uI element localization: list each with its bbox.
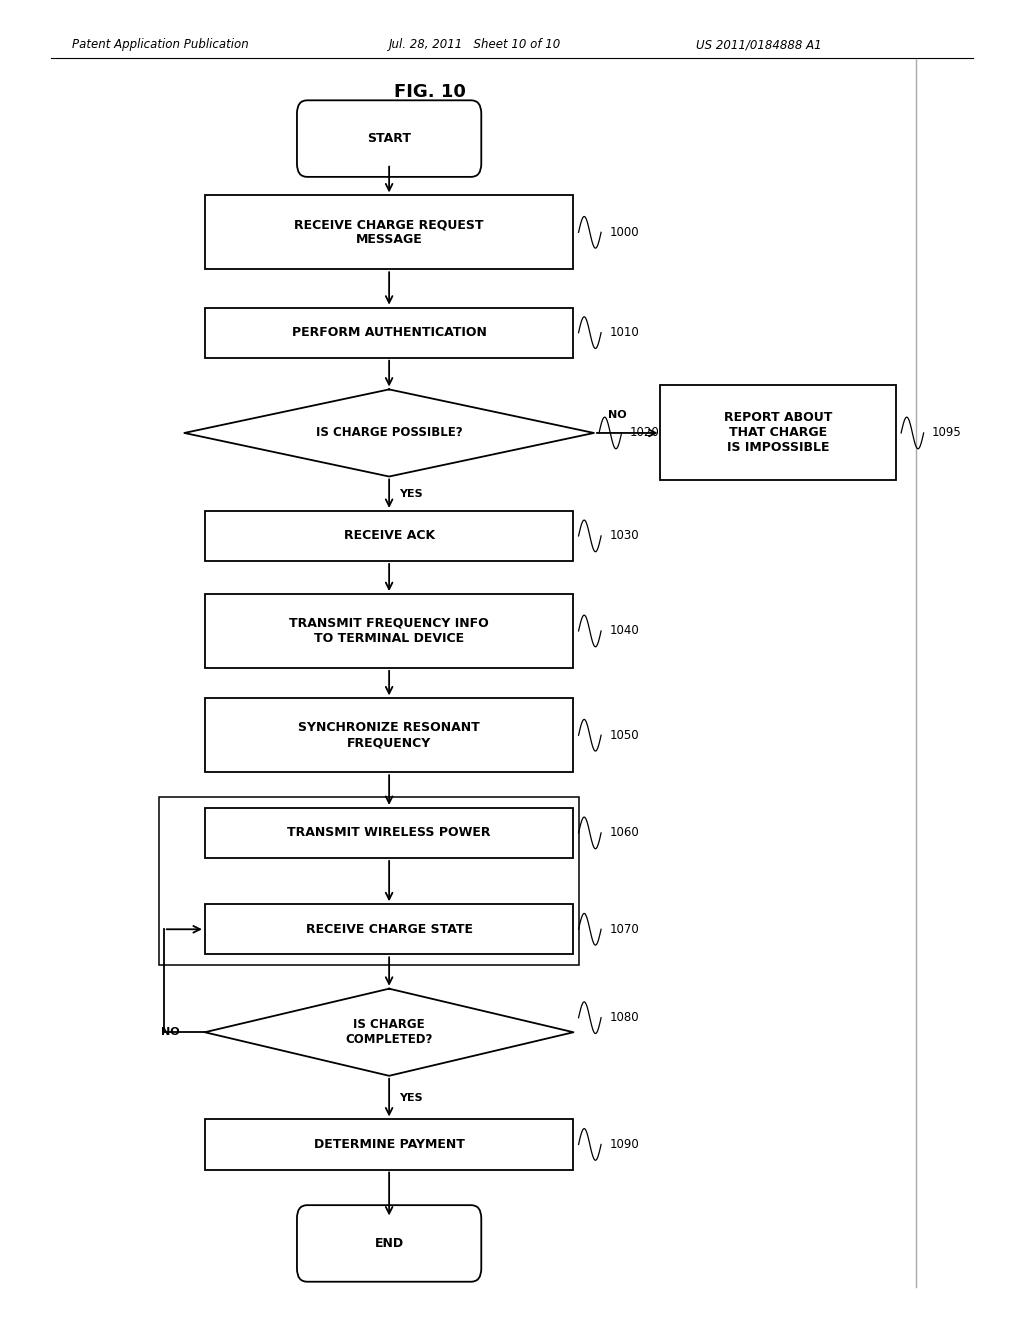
Text: TRANSMIT WIRELESS POWER: TRANSMIT WIRELESS POWER — [288, 826, 490, 840]
Text: 1040: 1040 — [609, 624, 639, 638]
Text: RECEIVE CHARGE REQUEST
MESSAGE: RECEIVE CHARGE REQUEST MESSAGE — [294, 218, 484, 247]
Text: Patent Application Publication: Patent Application Publication — [72, 38, 249, 51]
Bar — [205, 1119, 573, 1170]
Bar — [205, 594, 573, 668]
Text: 1090: 1090 — [609, 1138, 639, 1151]
Text: END: END — [375, 1237, 403, 1250]
Text: YES: YES — [399, 1093, 423, 1102]
Bar — [205, 511, 573, 561]
Text: FIG. 10: FIG. 10 — [394, 83, 466, 102]
Text: Jul. 28, 2011   Sheet 10 of 10: Jul. 28, 2011 Sheet 10 of 10 — [389, 38, 561, 51]
Text: 1070: 1070 — [609, 923, 639, 936]
Bar — [205, 808, 573, 858]
Text: REPORT ABOUT
THAT CHARGE
IS IMPOSSIBLE: REPORT ABOUT THAT CHARGE IS IMPOSSIBLE — [724, 412, 833, 454]
Text: NO: NO — [161, 1027, 179, 1038]
Text: 1000: 1000 — [609, 226, 639, 239]
Text: PERFORM AUTHENTICATION: PERFORM AUTHENTICATION — [292, 326, 486, 339]
Text: 1020: 1020 — [630, 426, 659, 440]
Text: DETERMINE PAYMENT: DETERMINE PAYMENT — [313, 1138, 465, 1151]
Polygon shape — [184, 389, 594, 477]
Text: 1095: 1095 — [932, 426, 962, 440]
Text: START: START — [368, 132, 411, 145]
Bar — [159, 797, 579, 965]
Bar — [205, 195, 573, 269]
Text: US 2011/0184888 A1: US 2011/0184888 A1 — [696, 38, 822, 51]
Text: IS CHARGE
COMPLETED?: IS CHARGE COMPLETED? — [345, 1018, 433, 1047]
Text: 1010: 1010 — [609, 326, 639, 339]
Text: 1050: 1050 — [609, 729, 639, 742]
Text: TRANSMIT FREQUENCY INFO
TO TERMINAL DEVICE: TRANSMIT FREQUENCY INFO TO TERMINAL DEVI… — [289, 616, 489, 645]
Text: RECEIVE CHARGE STATE: RECEIVE CHARGE STATE — [305, 923, 473, 936]
Bar — [205, 698, 573, 772]
Text: 1060: 1060 — [609, 826, 639, 840]
Text: SYNCHRONIZE RESONANT
FREQUENCY: SYNCHRONIZE RESONANT FREQUENCY — [298, 721, 480, 750]
Text: YES: YES — [399, 488, 423, 499]
FancyBboxPatch shape — [297, 1205, 481, 1282]
Text: NO: NO — [607, 409, 627, 420]
Text: 1080: 1080 — [609, 1011, 639, 1024]
FancyBboxPatch shape — [297, 100, 481, 177]
Bar — [205, 904, 573, 954]
Text: IS CHARGE POSSIBLE?: IS CHARGE POSSIBLE? — [315, 426, 463, 440]
Bar — [660, 385, 896, 480]
Text: 1030: 1030 — [609, 529, 639, 543]
Bar — [205, 308, 573, 358]
Text: RECEIVE ACK: RECEIVE ACK — [344, 529, 434, 543]
Polygon shape — [205, 989, 573, 1076]
